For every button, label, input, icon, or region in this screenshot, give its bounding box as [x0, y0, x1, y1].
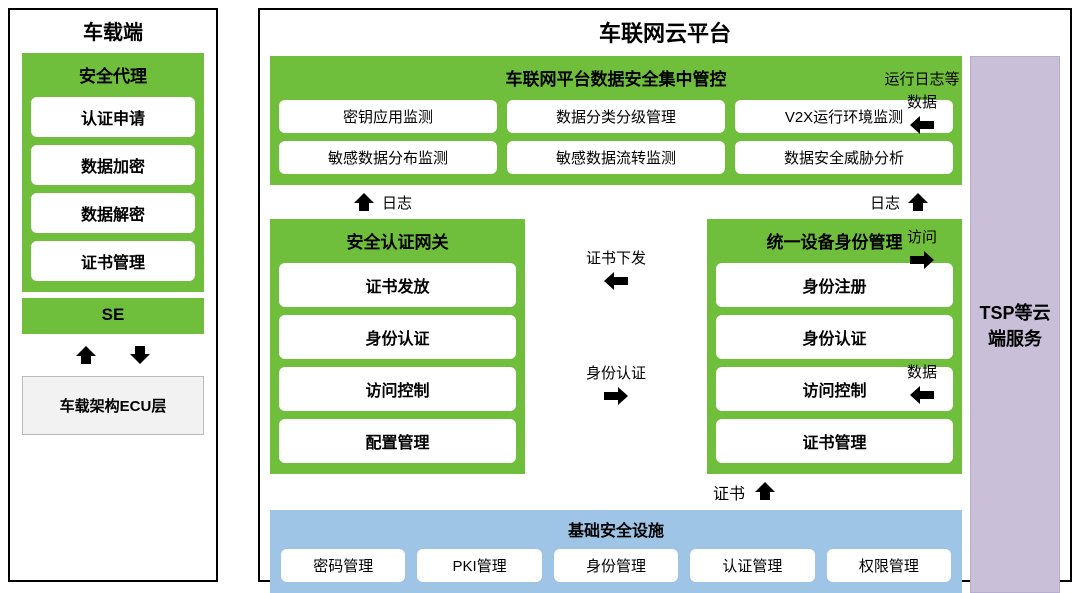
data-label: 数据 [907, 361, 937, 382]
access-flow: 访问 [882, 226, 962, 271]
arrow-up-icon [72, 344, 100, 366]
infra-item: PKI管理 [417, 549, 541, 582]
ecu-layer-box: 车载架构ECU层 [22, 376, 204, 435]
identity-auth-flow: 身份认证 [586, 362, 646, 407]
infra-item: 认证管理 [690, 549, 814, 582]
middle-row: 安全认证网关 证书发放 身份认证 访问控制 配置管理 证书下发 身份认证 [270, 219, 962, 474]
log-flow-row: 日志 日志 [270, 191, 962, 213]
security-agent-title: 安全代理 [79, 62, 147, 87]
governance-title: 车联网平台数据安全集中管控 [506, 65, 727, 90]
cert-issue-flow: 证书下发 [586, 247, 646, 292]
governance-item: 数据分类分级管理 [507, 100, 725, 133]
cert-flow-row: 证书 [270, 480, 962, 504]
arrow-left-icon [602, 270, 630, 292]
runtime-log-label-1: 运行日志等 [884, 68, 959, 89]
arrow-up-icon [751, 480, 779, 502]
agent-item: 证书管理 [31, 241, 195, 281]
agent-item: 数据加密 [31, 145, 195, 185]
arrow-up-icon [350, 191, 378, 213]
cert-label: 证书 [713, 480, 745, 504]
middle-flow-column: 证书下发 身份认证 [525, 219, 707, 407]
vehicle-arrow-row [58, 344, 167, 366]
gateway-item: 访问控制 [279, 367, 516, 411]
governance-item: 敏感数据流转监测 [507, 141, 725, 174]
identity-auth-label: 身份认证 [586, 362, 646, 383]
security-agent-box: 安全代理 认证申请 数据加密 数据解密 证书管理 [22, 53, 204, 292]
tsp-label: TSP等云端服务 [977, 299, 1053, 351]
governance-item: 密钥应用监测 [279, 100, 497, 133]
cloud-core: 车联网平台数据安全集中管控 密钥应用监测 数据分类分级管理 V2X运行环境监测 … [270, 56, 962, 593]
gateway-item: 身份认证 [279, 315, 516, 359]
se-box: SE [22, 298, 204, 334]
agent-item: 认证申请 [31, 97, 195, 137]
agent-item: 数据解密 [31, 193, 195, 233]
gateway-item: 配置管理 [279, 419, 516, 463]
arrow-down-icon [126, 344, 154, 366]
se-title: SE [102, 305, 125, 325]
arrow-right-icon [908, 249, 936, 271]
cert-issue-label: 证书下发 [586, 247, 646, 268]
arrow-left-icon [908, 384, 936, 406]
arrow-left-icon [908, 114, 936, 136]
infra-item: 身份管理 [554, 549, 678, 582]
access-label: 访问 [907, 226, 937, 247]
infra-item: 密码管理 [281, 549, 405, 582]
data-security-governance-box: 车联网平台数据安全集中管控 密钥应用监测 数据分类分级管理 V2X运行环境监测 … [270, 56, 962, 185]
identity-item: 证书管理 [716, 419, 953, 463]
auth-gateway-box: 安全认证网关 证书发放 身份认证 访问控制 配置管理 [270, 219, 525, 474]
tsp-services-box: TSP等云端服务 [970, 56, 1060, 593]
infra-item: 权限管理 [827, 549, 951, 582]
side-flow-column: 运行日志等 数据 访问 数据 [882, 68, 962, 406]
arrow-right-icon [602, 385, 630, 407]
data-flow: 数据 [882, 361, 962, 406]
security-infra-box: 基础安全设施 密码管理 PKI管理 身份管理 认证管理 权限管理 [270, 510, 962, 593]
cloud-platform-title: 车联网云平台 [599, 16, 731, 48]
cloud-platform-panel: 车联网云平台 车联网平台数据安全集中管控 密钥应用监测 数据分类分级管理 V2X… [258, 8, 1072, 582]
auth-gateway-title: 安全认证网关 [347, 228, 449, 253]
log-label: 日志 [382, 192, 412, 213]
runtime-log-label-2: 数据 [907, 91, 937, 112]
vehicle-terminal-panel: 车载端 安全代理 认证申请 数据加密 数据解密 证书管理 SE 车载架构ECU层 [8, 8, 218, 582]
gateway-item: 证书发放 [279, 263, 516, 307]
log-flow-left: 日志 [350, 191, 412, 213]
security-infra-title: 基础安全设施 [568, 517, 664, 541]
governance-item: 敏感数据分布监测 [279, 141, 497, 174]
runtime-log-flow: 运行日志等 数据 [882, 68, 962, 136]
vehicle-terminal-title: 车载端 [83, 16, 143, 45]
